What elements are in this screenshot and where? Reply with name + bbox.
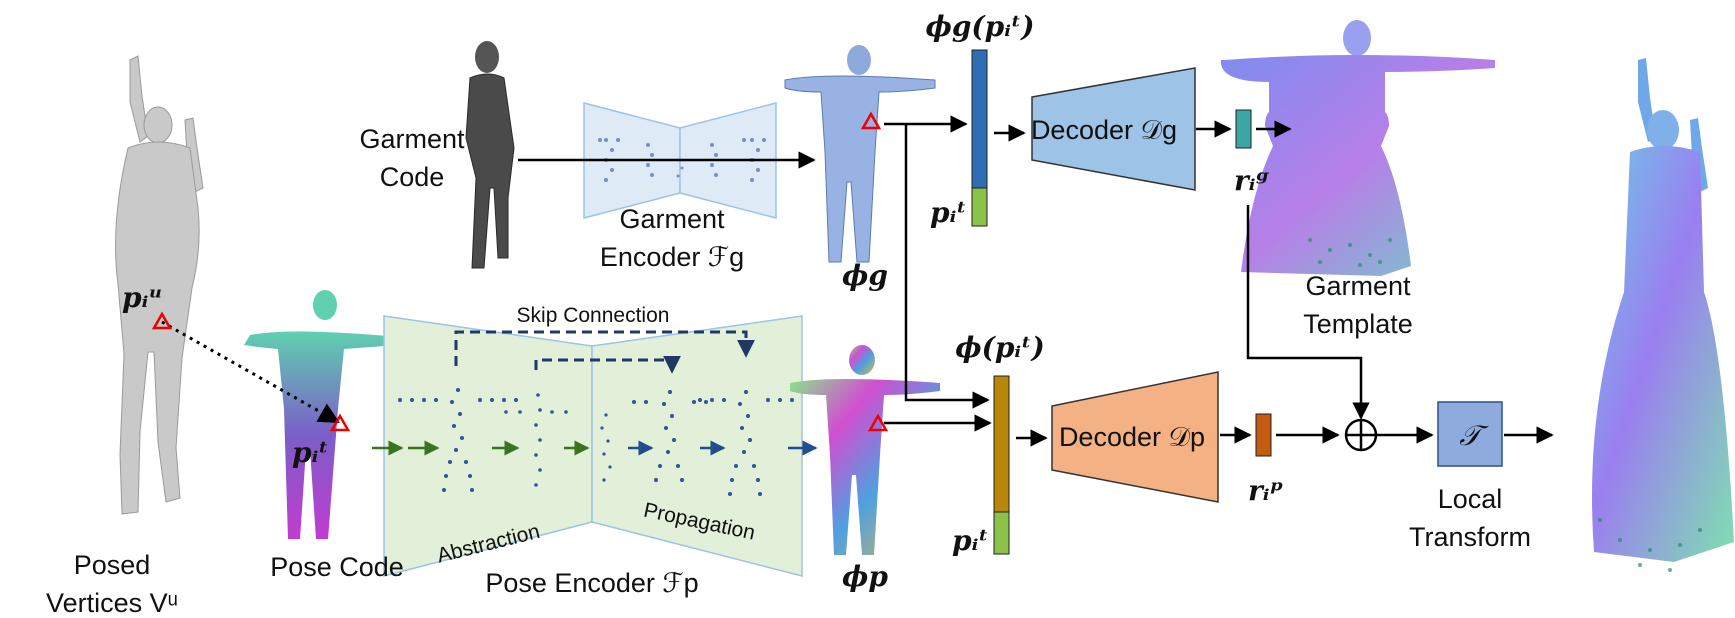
garment-code-label-line2: Code xyxy=(380,162,445,192)
pose-code-figure xyxy=(244,290,400,539)
r-p-vector xyxy=(1255,413,1272,457)
garment-feature-figure xyxy=(784,45,936,263)
garment-point-marker xyxy=(860,111,882,130)
r-g-label: rᵢᵍ xyxy=(1234,164,1269,197)
phi-g-pt-label: ϕg(pᵢᵗ) xyxy=(925,10,1034,43)
local-transform-label-line2: Transform xyxy=(1409,522,1531,552)
garment-template-label-line2: Template xyxy=(1303,309,1413,339)
phi-pt-label: ϕ(pᵢᵗ) xyxy=(955,331,1045,364)
posed-vertices-label-line2: Vertices Vᵘ xyxy=(46,588,178,618)
r-g-vector xyxy=(1235,109,1252,149)
garment-encoder-label-line1: Garment xyxy=(619,204,725,234)
phi-g-label: ϕg xyxy=(842,259,888,292)
p-t-top-label: pᵢᵗ xyxy=(930,196,967,229)
garment-feature-vector xyxy=(971,49,988,227)
decoder-p-block xyxy=(1051,371,1219,503)
p-u-label: pᵢᵘ xyxy=(122,281,163,314)
garment-template-label-line1: Garment xyxy=(1305,271,1411,301)
garment-code-figure xyxy=(465,41,515,269)
garment-template-figure xyxy=(1220,20,1495,276)
decoder-g-label: Decoder 𝒟g xyxy=(1031,115,1177,145)
garment-feature-to-pose-vector-arrow xyxy=(904,124,990,409)
p-t-pose-label: pᵢᵗ xyxy=(292,436,329,469)
pose-feature-vector xyxy=(993,375,1010,555)
garment-code-label-line1: Garment xyxy=(359,124,465,154)
pose-code-label: Pose Code xyxy=(270,552,404,582)
decoder-p-label: Decoder 𝒟p xyxy=(1059,422,1205,452)
r-p-label: rᵢᵖ xyxy=(1248,474,1283,507)
local-transform-box xyxy=(1437,401,1503,467)
local-transform-label-line1: Local xyxy=(1438,484,1503,514)
pose-feature-point-marker xyxy=(867,413,889,432)
posed-point-marker xyxy=(151,311,173,330)
correspondence-dotted-arrow xyxy=(161,320,340,424)
pose-point-marker xyxy=(329,413,351,432)
decoder-g-block xyxy=(1031,67,1196,191)
sum-operator xyxy=(1344,418,1378,452)
skip-connection-label: Skip Connection xyxy=(517,304,670,327)
pose-encoder-label: Pose Encoder ℱp xyxy=(485,568,698,598)
garment-encoder-label-line2: Encoder ℱg xyxy=(600,242,744,272)
p-t-bottom-label: pᵢᵗ xyxy=(952,524,989,557)
phi-p-label: ϕp xyxy=(842,560,888,593)
rg-to-sum-arrow xyxy=(1246,205,1370,420)
pose-encoder-block xyxy=(383,315,803,577)
pose-feature-figure xyxy=(790,345,940,555)
output-figure xyxy=(1592,58,1734,572)
posed-vertices-label-line1: Posed xyxy=(74,550,151,580)
